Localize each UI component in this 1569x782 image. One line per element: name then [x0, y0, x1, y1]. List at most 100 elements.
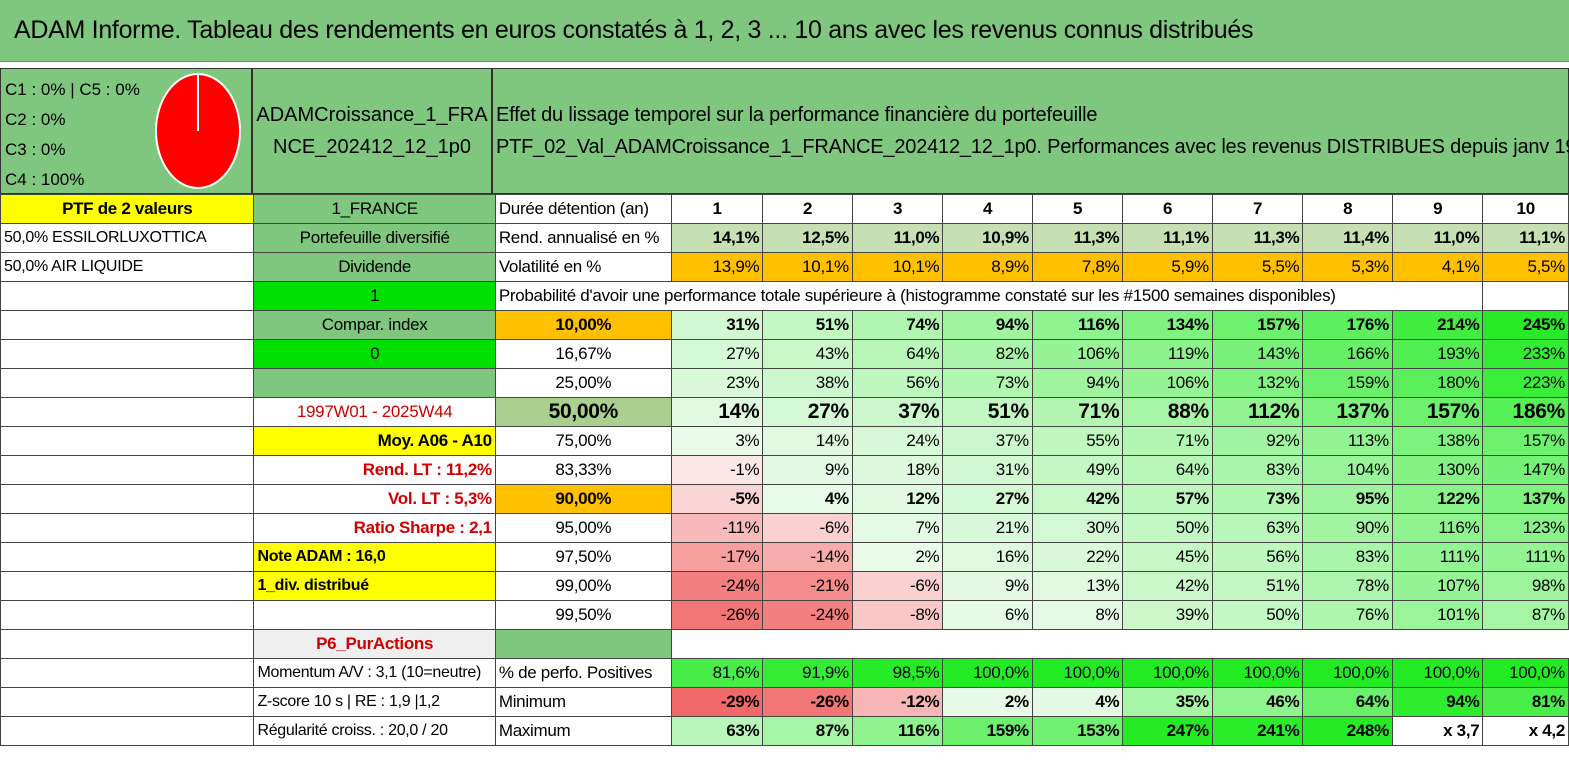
year-header: 6 [1122, 194, 1213, 224]
proba-title: Probabilité d'avoir une performance tota… [494, 281, 1484, 311]
proba-value: 92% [1211, 426, 1304, 456]
proba-value: 14% [670, 397, 764, 427]
proba-value: 98% [1482, 571, 1569, 601]
zscore-label: Z-score 10 s | RE : 1,9 |1,2 [253, 687, 496, 717]
empty-cell [0, 310, 255, 340]
minimum-value: 46% [1211, 687, 1304, 717]
proba-row: 99,50% -26% -24% -8% 6% 8% 39% 50% 76% 101% 87% [0, 600, 1569, 630]
proba-threshold: 75,00% [494, 426, 672, 456]
empty-cell [0, 542, 255, 572]
proba-value: 23% [670, 368, 764, 398]
proba-value: 106% [1031, 339, 1124, 369]
vol-value: 8,9% [942, 252, 1033, 282]
minimum-value: 4% [1031, 687, 1124, 717]
minimum-label: Minimum [494, 687, 672, 717]
vol-value: 10,1% [851, 252, 944, 282]
proba-threshold: 50,00% [494, 397, 672, 427]
returns-table: PTF de 2 valeurs 1_FRANCE Durée détention … [0, 194, 1569, 746]
proba-value: 50% [1122, 513, 1213, 543]
income-type-label: Dividende [253, 252, 496, 282]
info-cell [253, 600, 496, 630]
proba-value: 176% [1302, 310, 1393, 340]
positives-value: 91,9% [762, 658, 853, 688]
proba-value: 147% [1482, 455, 1569, 485]
proba-value: 24% [851, 426, 944, 456]
proba-value: 37% [851, 397, 944, 427]
maximum-value: 63% [670, 716, 764, 746]
proba-value: 56% [851, 368, 944, 398]
years-header-row: PTF de 2 valeurs 1_FRANCE Durée détention … [0, 194, 1569, 224]
proba-value: 49% [1031, 455, 1124, 485]
year-header: 10 [1482, 194, 1569, 224]
proba-value: -14% [762, 542, 853, 572]
proba-value: 56% [1211, 542, 1304, 572]
report-title: ADAM Informe. Tableau des rendements en … [0, 0, 1569, 62]
rend-value: 12,5% [762, 223, 853, 253]
empty-cell [0, 368, 255, 398]
proba-threshold: 95,00% [494, 513, 672, 543]
proba-threshold: 99,50% [494, 600, 672, 630]
minimum-value: 94% [1391, 687, 1484, 717]
minimum-value: -12% [851, 687, 944, 717]
vol-value: 4,1% [1391, 252, 1484, 282]
rend-value: 11,4% [1302, 223, 1393, 253]
holding-2: 50,0% AIR LIQUIDE [0, 252, 255, 282]
info-cell: Note ADAM : 16,0 [253, 542, 496, 572]
proba-value: 57% [1122, 484, 1213, 514]
year-header: 1 [670, 194, 764, 224]
maximum-value: 87% [762, 716, 853, 746]
proba-value: 37% [942, 426, 1033, 456]
vol-value: 5,9% [1122, 252, 1213, 282]
proba-row: Note ADAM : 16,0 97,50% -17% -14% 2% 16% 22% 45… [0, 542, 1569, 572]
rend-value: 11,0% [1391, 223, 1484, 253]
rend-value: 11,3% [1031, 223, 1124, 253]
rend-value: 11,0% [851, 223, 944, 253]
empty-cell [0, 658, 255, 688]
proba-value: 13% [1031, 571, 1124, 601]
legend-line: C4 : 100% [5, 170, 85, 189]
info-cell: 0 [253, 339, 496, 369]
proba-value: 159% [1302, 368, 1393, 398]
positives-value: 81,6% [670, 658, 764, 688]
positives-value: 100,0% [1391, 658, 1484, 688]
empty-cell [0, 484, 255, 514]
rend-value: 11,1% [1122, 223, 1213, 253]
proba-value: 90% [1302, 513, 1393, 543]
year-header: 7 [1211, 194, 1304, 224]
strategy-row: P6_PurActions [0, 629, 1569, 659]
proba-value: 27% [942, 484, 1033, 514]
proba-value: 51% [762, 310, 853, 340]
empty-cell [0, 600, 255, 630]
proba-value: 94% [942, 310, 1033, 340]
positives-label: % de perfo. Positives [494, 658, 672, 688]
positives-value: 98,5% [851, 658, 944, 688]
proba-value: -21% [762, 571, 853, 601]
proba-value: 95% [1302, 484, 1393, 514]
proba-value: 119% [1122, 339, 1213, 369]
vol-value: 13,9% [670, 252, 764, 282]
proba-value: 233% [1482, 339, 1569, 369]
maximum-value: x 3,7 [1391, 716, 1484, 746]
proba-title-row: 1 Probabilité d'avoir une performance tot… [0, 281, 1569, 311]
proba-value: -24% [670, 571, 764, 601]
empty-cell [0, 397, 255, 427]
empty-cell [0, 571, 255, 601]
proba-value: 64% [1122, 455, 1213, 485]
maximum-value: 153% [1031, 716, 1124, 746]
holding-1: 50,0% ESSILORLUXOTTICA [0, 223, 255, 253]
proba-row: Ratio Sharpe : 2,1 95,00% -11% -6% 7% 21% 30% 5… [0, 513, 1569, 543]
empty-cell [0, 281, 255, 311]
proba-value: 157% [1391, 397, 1484, 427]
proba-value: -6% [762, 513, 853, 543]
diversification-label: Portefeuille diversifié [253, 223, 496, 253]
proba-value: 138% [1391, 426, 1484, 456]
proba-value: 30% [1031, 513, 1124, 543]
proba-value: 111% [1482, 542, 1569, 572]
empty-cell [1482, 281, 1569, 311]
proba-value: -8% [851, 600, 944, 630]
proba-value: 71% [1122, 426, 1213, 456]
empty-cell [0, 339, 255, 369]
maximum-value: 159% [942, 716, 1033, 746]
proba-value: 78% [1302, 571, 1393, 601]
legend-line: C1 : 0% | C5 : 0% [5, 80, 140, 99]
